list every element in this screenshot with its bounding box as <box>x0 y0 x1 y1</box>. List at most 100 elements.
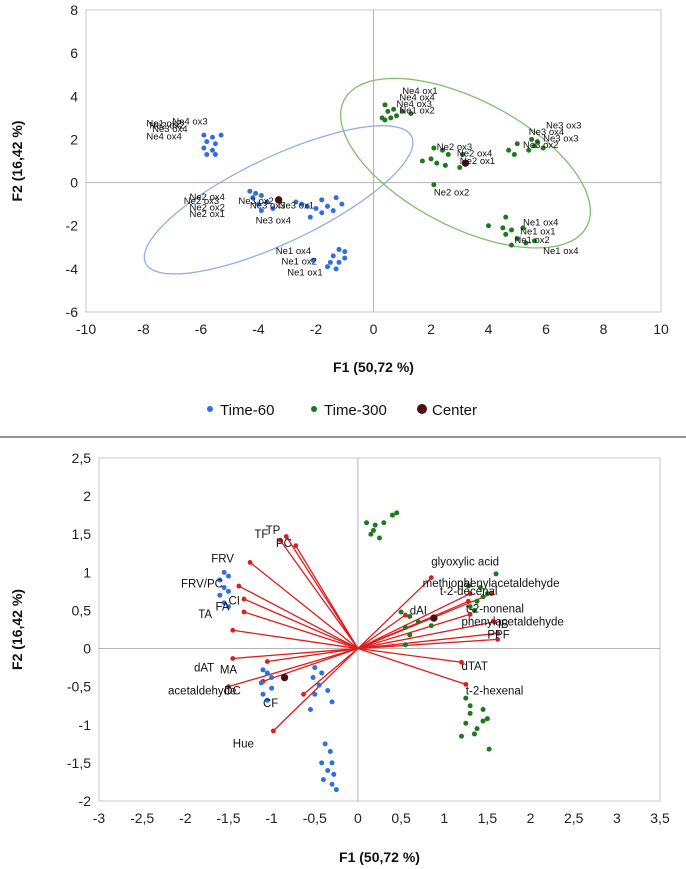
x-axis-label: F1 (50,72 %) <box>333 359 414 375</box>
y-tick-label: 0 <box>70 175 78 191</box>
sample-label: Ne3 ox3 <box>546 121 581 132</box>
y-axis-label: F2 (16,42 %) <box>9 589 25 670</box>
time-300-point <box>486 746 492 752</box>
time-300-point <box>467 604 473 610</box>
x-tick-label: -8 <box>137 321 150 337</box>
loading-vector <box>357 613 471 650</box>
loading-vector-tip <box>467 611 473 617</box>
sample-label: Ne3 ox4 <box>152 124 187 135</box>
y-tick-label: 2 <box>83 488 91 504</box>
time-60-point <box>333 787 339 793</box>
time-60-point <box>329 781 335 787</box>
time-60-point <box>258 208 264 214</box>
time-300-point <box>467 710 473 716</box>
time-60-point <box>325 264 330 270</box>
loading-vector-tip <box>241 609 247 615</box>
sample-label: Ne2 ox2 <box>190 203 225 214</box>
sample-label: Ne4 ox3 <box>397 99 432 110</box>
time-60-point <box>319 670 325 676</box>
sample-label: Ne3 ox4 <box>256 216 291 227</box>
time-60-point <box>221 600 227 606</box>
time-60-point <box>269 685 275 691</box>
time-60-point <box>330 253 336 259</box>
time-300-point <box>428 623 434 629</box>
time-60-point <box>325 687 331 693</box>
loading-vector-tip <box>463 681 469 687</box>
time-60-point <box>327 748 333 754</box>
time-300-point <box>523 240 529 246</box>
y-tick-label: -1 <box>79 717 92 733</box>
time-300-point <box>402 642 408 648</box>
loading-vector <box>357 621 495 650</box>
loading-vector-tip <box>402 612 408 618</box>
variable-label: TA <box>198 609 212 621</box>
x-axis-label: F1 (50,72 %) <box>339 849 420 865</box>
time-300-point <box>477 585 483 591</box>
time-60-point <box>201 145 207 151</box>
x-tick-label: -2 <box>310 321 323 337</box>
y-tick-label: 2,5 <box>72 450 92 466</box>
variable-label: dTAT <box>461 661 487 673</box>
time-60-point <box>316 682 322 688</box>
time-60-point <box>333 195 339 201</box>
y-tick-label: -2 <box>66 218 79 234</box>
time-60-point <box>312 665 318 671</box>
x-tick-label: -6 <box>195 321 208 337</box>
loading-vector <box>357 593 471 650</box>
time-300-point <box>474 726 480 732</box>
time-300-point <box>408 111 414 117</box>
loading-vector <box>279 539 359 649</box>
time-60-point <box>264 199 270 205</box>
time-300-point <box>471 607 477 613</box>
variable-label: acetaldehyde <box>168 685 236 697</box>
time-60-point <box>304 203 310 209</box>
time-60-point <box>225 573 231 579</box>
y-tick-label: 0 <box>83 641 91 657</box>
loading-vector-tip <box>264 659 270 664</box>
time-300-point <box>445 152 451 158</box>
x-tick-label: 1 <box>440 810 448 826</box>
time-60-point <box>264 697 270 703</box>
legend-center-label: Center <box>432 402 477 419</box>
time-60-point <box>225 588 231 594</box>
time-300-point <box>458 733 464 739</box>
time-300-point <box>509 227 514 233</box>
center-point <box>280 673 289 682</box>
time-300-point <box>509 242 514 248</box>
time-300-point <box>463 720 469 726</box>
y-tick-label: 1 <box>83 564 91 580</box>
time-60-point <box>221 569 227 575</box>
y-axis-label: F2 (16,42 %) <box>9 121 25 202</box>
time-60-point <box>260 691 266 697</box>
time-60-point <box>342 255 348 261</box>
x-tick-label: -3 <box>93 810 106 826</box>
time-60-point <box>325 768 331 774</box>
sample-label: Ne3 ox3 <box>543 134 578 145</box>
loading-vector <box>232 629 359 650</box>
sample-label: Ne1 ox2 <box>514 235 549 246</box>
variable-label: TP <box>266 525 281 537</box>
time-60-point <box>312 691 318 697</box>
center-point <box>461 159 470 167</box>
loading-vector-tip <box>270 728 276 734</box>
x-tick-label: 2 <box>427 321 435 337</box>
time-300-point <box>526 147 532 153</box>
time-60-point <box>336 246 342 252</box>
center-point <box>430 614 438 622</box>
time-300-point <box>511 152 517 158</box>
variable-label: dAT <box>194 662 214 674</box>
time-60-point <box>307 214 313 220</box>
time-60-point <box>250 195 256 201</box>
time-300-point <box>394 510 400 516</box>
variable-label: FA <box>216 601 230 613</box>
loading-vector-tip <box>467 591 473 597</box>
sample-label: Ne2 ox4 <box>457 149 492 160</box>
x-tick-label: -2 <box>179 810 192 826</box>
time-60-point <box>325 203 330 209</box>
loading-vector <box>357 614 406 650</box>
x-tick-label: -1 <box>265 810 278 826</box>
sample-label: Ne1 ox4 <box>523 218 558 229</box>
legend-time-60-label: Time-60 <box>220 402 274 419</box>
y-tick-label: 8 <box>70 2 78 18</box>
time-300-point <box>388 115 394 121</box>
